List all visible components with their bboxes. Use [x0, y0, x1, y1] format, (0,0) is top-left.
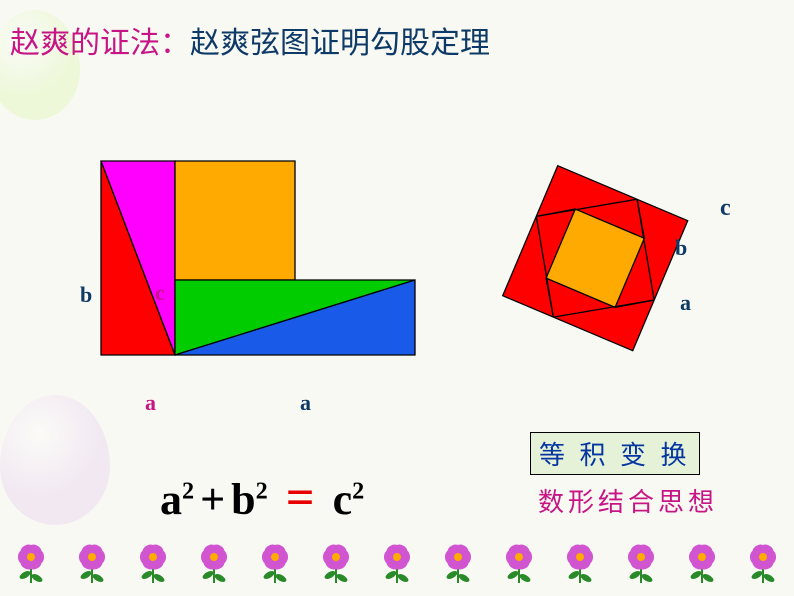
flower-icon: [6, 538, 56, 588]
flower-icon: [67, 538, 117, 588]
figure-label: a: [145, 390, 156, 416]
eqn-exp: 2: [256, 477, 268, 504]
decorative-flowers: [0, 538, 794, 588]
tag-shape-number: 数形结合思想: [530, 480, 726, 521]
eqn-b: b: [231, 475, 255, 524]
flower-icon: [189, 538, 239, 588]
flower-icon: [433, 538, 483, 588]
eqn-c: c: [333, 475, 353, 524]
eqn-exp: 2: [182, 477, 194, 504]
figure-label: b: [80, 282, 92, 308]
flower-icon: [128, 538, 178, 588]
left-dissection-figure: [100, 160, 417, 357]
eqn-plus: +: [194, 475, 231, 524]
flower-icon: [494, 538, 544, 588]
figure-label: c: [720, 195, 731, 222]
flower-icon: [311, 538, 361, 588]
pythagorean-equation: a2+b2=c2: [160, 468, 364, 526]
figure-label: a: [300, 390, 311, 416]
figure-label: b: [675, 235, 687, 261]
balloon-decoration: [0, 395, 110, 525]
slide-title: 赵爽的证法：赵爽弦图证明勾股定理: [10, 18, 490, 62]
right-zhaoshuang-figure: [447, 110, 743, 406]
flower-icon: [555, 538, 605, 588]
tag-equal-area: 等 积 变 换: [530, 432, 700, 475]
flower-icon: [372, 538, 422, 588]
slide-canvas: 赵爽的证法：赵爽弦图证明勾股定理 bcaa cba a2+b2=c2 等 积 变…: [0, 0, 794, 596]
figure-label: c: [155, 280, 165, 306]
figure-label: a: [680, 290, 691, 316]
title-part1: 赵爽的证法：: [10, 27, 190, 60]
eqn-a: a: [160, 475, 182, 524]
eqn-equals: =: [268, 469, 333, 525]
flower-icon: [616, 538, 666, 588]
title-part2: 赵爽弦图证明勾股定理: [190, 27, 490, 60]
flower-icon: [677, 538, 727, 588]
flower-icon: [250, 538, 300, 588]
flower-icon: [738, 538, 788, 588]
eqn-exp: 2: [352, 477, 364, 504]
